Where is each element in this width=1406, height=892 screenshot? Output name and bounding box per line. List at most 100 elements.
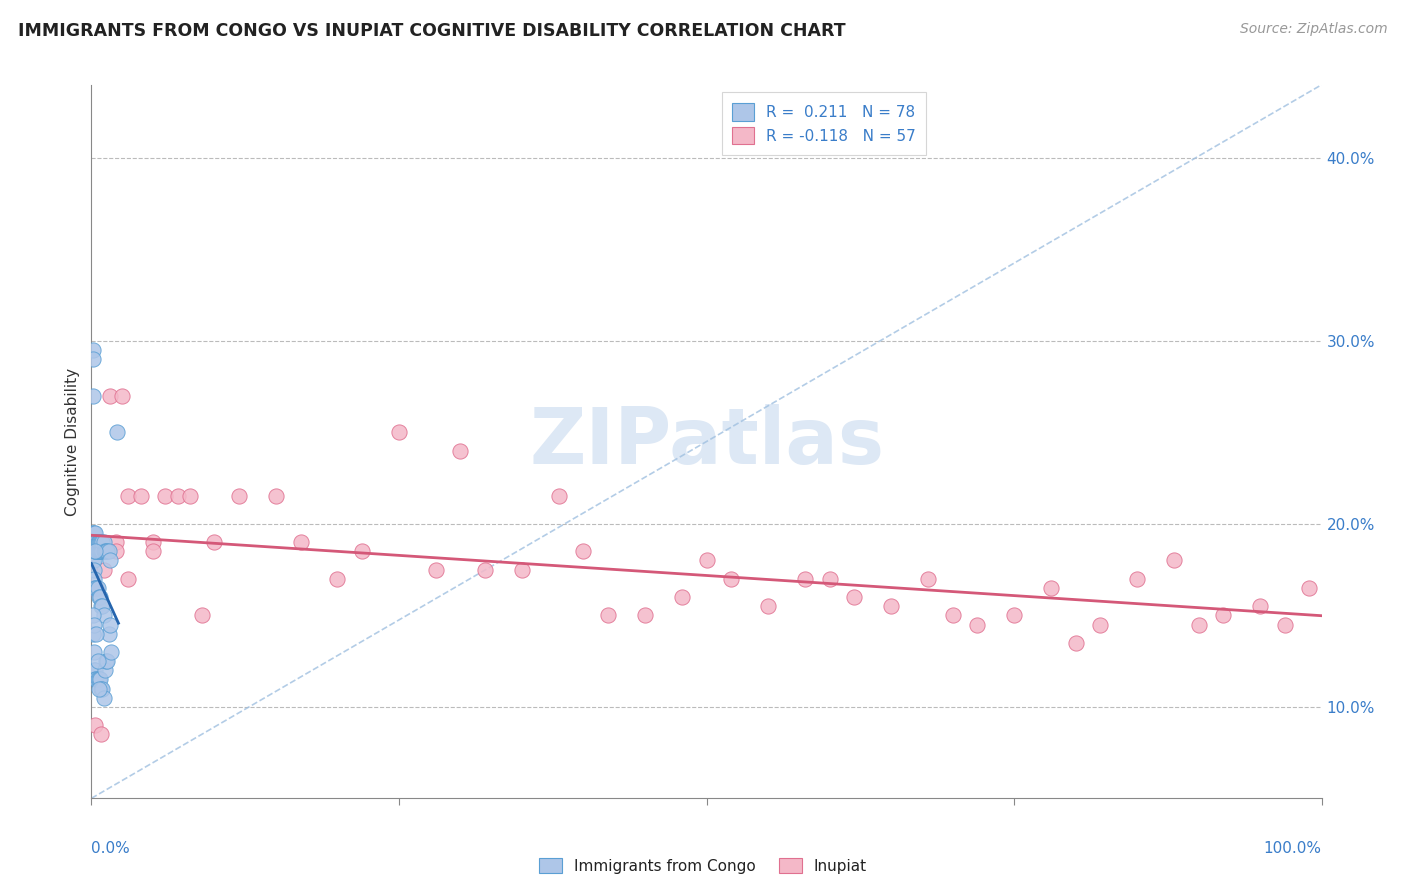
- Point: [82, 553, 104, 567]
- Point: [941, 608, 963, 623]
- Point: [83, 563, 105, 577]
- Point: [142, 535, 165, 549]
- Point: [100, 645, 122, 659]
- Point: [793, 572, 815, 586]
- Point: [352, 544, 374, 558]
- Point: [84, 581, 107, 595]
- Point: [84, 544, 107, 558]
- Point: [84, 581, 107, 595]
- Point: [90, 681, 112, 696]
- Point: [87, 535, 110, 549]
- Point: [842, 590, 865, 604]
- Legend: Immigrants from Congo, Inupiat: Immigrants from Congo, Inupiat: [533, 852, 873, 880]
- Point: [94, 544, 117, 558]
- Point: [105, 425, 128, 440]
- Point: [105, 535, 127, 549]
- Point: [547, 490, 569, 504]
- Point: [86, 544, 108, 558]
- Point: [86, 626, 108, 640]
- Point: [87, 535, 110, 549]
- Point: [1249, 599, 1271, 614]
- Point: [179, 490, 201, 504]
- Point: [86, 535, 108, 549]
- Point: [153, 490, 177, 504]
- Point: [86, 581, 108, 595]
- Point: [96, 654, 117, 668]
- Point: [93, 544, 115, 558]
- Point: [756, 599, 779, 614]
- Point: [510, 563, 533, 577]
- Point: [202, 535, 225, 549]
- Point: [84, 718, 107, 732]
- Point: [84, 544, 107, 558]
- Point: [84, 673, 107, 687]
- Point: [91, 599, 114, 614]
- Point: [93, 690, 115, 705]
- Point: [83, 617, 105, 632]
- Point: [966, 617, 988, 632]
- Point: [97, 544, 120, 558]
- Point: [720, 572, 742, 586]
- Point: [228, 490, 250, 504]
- Point: [93, 563, 115, 577]
- Point: [1274, 617, 1296, 632]
- Point: [82, 343, 104, 357]
- Point: [91, 681, 114, 696]
- Point: [1212, 608, 1234, 623]
- Point: [129, 490, 152, 504]
- Point: [83, 572, 105, 586]
- Point: [388, 425, 411, 440]
- Point: [98, 389, 121, 403]
- Point: [87, 673, 110, 687]
- Point: [917, 572, 939, 586]
- Point: [83, 535, 105, 549]
- Point: [82, 608, 104, 623]
- Point: [83, 526, 105, 541]
- Point: [80, 535, 103, 549]
- Point: [264, 490, 287, 504]
- Point: [326, 572, 349, 586]
- Point: [93, 535, 115, 549]
- Point: [82, 535, 104, 549]
- Legend: R =  0.211   N = 78, R = -0.118   N = 57: R = 0.211 N = 78, R = -0.118 N = 57: [721, 93, 927, 155]
- Text: 100.0%: 100.0%: [1264, 841, 1322, 856]
- Point: [290, 535, 312, 549]
- Point: [1187, 617, 1209, 632]
- Point: [671, 590, 693, 604]
- Point: [111, 389, 134, 403]
- Point: [89, 544, 111, 558]
- Text: Source: ZipAtlas.com: Source: ZipAtlas.com: [1240, 22, 1388, 37]
- Point: [105, 544, 127, 558]
- Point: [84, 663, 107, 677]
- Point: [87, 544, 110, 558]
- Point: [86, 581, 108, 595]
- Point: [1064, 636, 1087, 650]
- Point: [1039, 581, 1063, 595]
- Point: [117, 490, 139, 504]
- Point: [82, 544, 104, 558]
- Point: [96, 544, 117, 558]
- Point: [572, 544, 595, 558]
- Point: [880, 599, 903, 614]
- Point: [142, 544, 165, 558]
- Point: [84, 544, 107, 558]
- Point: [1298, 581, 1320, 595]
- Point: [86, 673, 108, 687]
- Point: [86, 535, 108, 549]
- Point: [93, 544, 115, 558]
- Point: [84, 535, 107, 549]
- Point: [80, 581, 103, 595]
- Point: [90, 727, 112, 741]
- Point: [86, 535, 108, 549]
- Point: [80, 553, 103, 567]
- Point: [86, 654, 108, 668]
- Point: [98, 553, 121, 567]
- Point: [83, 663, 105, 677]
- Point: [97, 626, 120, 640]
- Point: [86, 544, 108, 558]
- Point: [96, 544, 118, 558]
- Point: [695, 553, 717, 567]
- Y-axis label: Cognitive Disability: Cognitive Disability: [65, 368, 80, 516]
- Point: [82, 544, 104, 558]
- Point: [82, 352, 104, 367]
